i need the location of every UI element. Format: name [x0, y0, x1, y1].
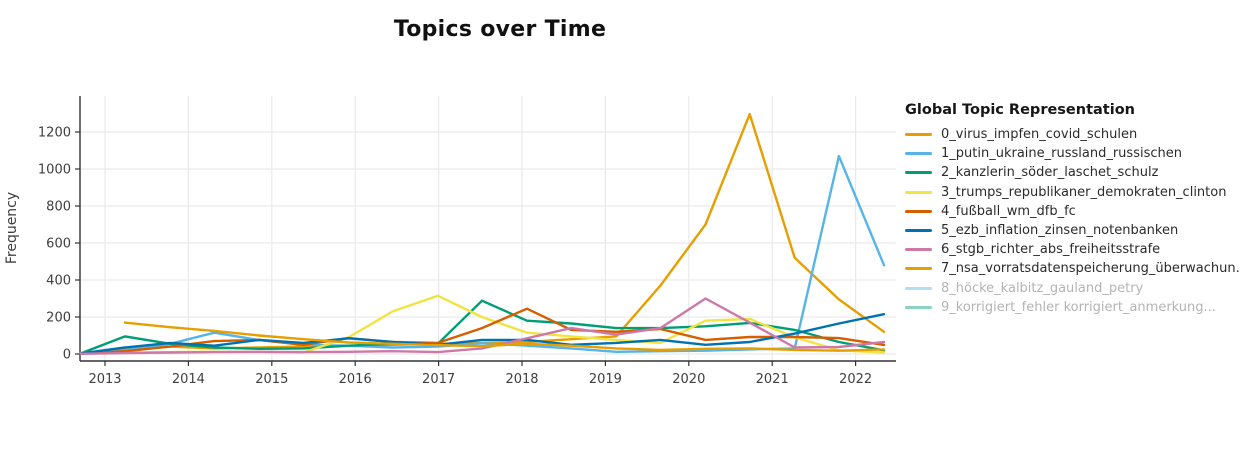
x-tick-label: 2018	[505, 372, 538, 387]
legend-swatch-icon	[905, 133, 932, 137]
y-tick-label: 400	[46, 274, 71, 289]
legend-swatch-icon	[905, 305, 932, 309]
series-line-4	[79, 307, 886, 355]
legend-item-2[interactable]: 2_kanzlerin_söder_laschet_schulz	[905, 163, 1248, 182]
legend-title: Global Topic Representation	[905, 102, 1135, 118]
legend-items: 0_virus_impfen_covid_schulen 1_putin_ukra…	[905, 125, 1248, 317]
legend-item-label: 1_putin_ukraine_russland_russischen	[941, 146, 1182, 162]
legend-item-label: 7_nsa_vorratsdatenspeicherung_überwachun…	[941, 261, 1240, 277]
legend-item-8[interactable]: 8_höcke_kalbitz_gauland_petry	[905, 279, 1248, 298]
x-tick-label: 2015	[255, 372, 288, 387]
y-tick-label: 0	[63, 348, 71, 363]
x-tick-label: 2019	[589, 372, 622, 387]
legend-swatch-icon	[905, 267, 932, 271]
legend-swatch-icon	[905, 286, 932, 290]
legend-swatch-icon	[905, 229, 932, 233]
y-tick-label: 1200	[38, 126, 71, 141]
legend-item-6[interactable]: 6_stgb_richter_abs_freiheitsstrafe	[905, 240, 1248, 259]
series-line-7	[123, 321, 886, 352]
legend-swatch-icon	[905, 171, 932, 175]
legend-item-label: 3_trumps_republikaner_demokraten_clinton	[941, 184, 1227, 200]
legend-swatch-icon	[905, 209, 932, 213]
x-tick-label: 2013	[88, 372, 121, 387]
y-tick-label: 600	[46, 237, 71, 252]
x-tick-label: 2014	[172, 372, 205, 387]
legend-item-9[interactable]: 9_korrigiert_fehler korrigiert_anmerkung…	[905, 298, 1248, 317]
x-tick-label: 2016	[339, 372, 372, 387]
x-tick-label: 2017	[422, 372, 455, 387]
legend-item-4[interactable]: 4_fußball_wm_dfb_fc	[905, 202, 1248, 221]
series-line-6	[79, 297, 886, 355]
gridlines	[80, 96, 896, 361]
legend-item-label: 6_stgb_richter_abs_freiheitsstrafe	[941, 242, 1161, 258]
legend-item-3[interactable]: 3_trumps_republikaner_demokraten_clinton	[905, 183, 1248, 202]
x-tick-label: 2022	[839, 372, 872, 387]
y-axis-title: Frequency	[4, 192, 20, 264]
legend-swatch-icon	[905, 248, 932, 252]
chart-title: Topics over Time	[393, 17, 607, 42]
legend-item-label: 4_fußball_wm_dfb_fc	[941, 203, 1076, 219]
legend-item-label: 8_höcke_kalbitz_gauland_petry	[941, 280, 1144, 296]
y-tick-label: 800	[46, 200, 71, 215]
series-line-5	[79, 313, 886, 355]
legend-item-label: 9_korrigiert_fehler korrigiert_anmerkung…	[941, 299, 1216, 315]
x-tick-label: 2021	[756, 372, 789, 387]
legend-item-5[interactable]: 5_ezb_inflation_zinsen_notenbanken	[905, 221, 1248, 240]
legend-item-7[interactable]: 7_nsa_vorratsdatenspeicherung_überwachun…	[905, 259, 1248, 278]
y-tick-label: 200	[46, 311, 71, 326]
legend-swatch-icon	[905, 152, 932, 156]
legend-item-1[interactable]: 1_putin_ukraine_russland_russischen	[905, 144, 1248, 163]
legend-item-label: 5_ezb_inflation_zinsen_notenbanken	[941, 223, 1179, 239]
legend-item-label: 2_kanzlerin_söder_laschet_schulz	[941, 165, 1159, 181]
legend: Global Topic Representation 0_virus_impf…	[905, 102, 1248, 317]
legend-item-label: 0_virus_impfen_covid_schulen	[941, 127, 1138, 143]
x-tick-label: 2020	[672, 372, 705, 387]
y-tick-label: 1000	[38, 163, 71, 178]
legend-item-0[interactable]: 0_virus_impfen_covid_schulen	[905, 125, 1248, 144]
legend-swatch-icon	[905, 190, 932, 194]
